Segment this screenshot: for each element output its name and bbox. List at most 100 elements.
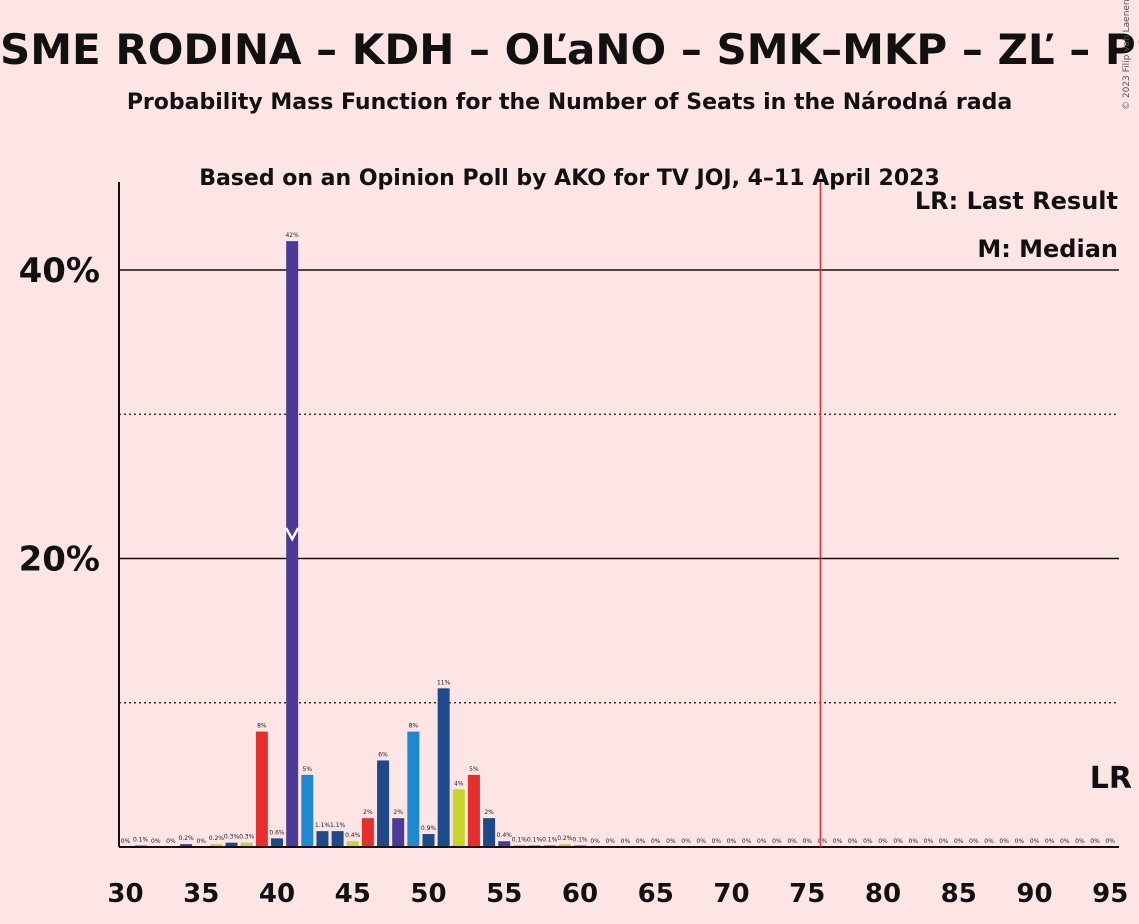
x-tick-label: 40 <box>259 879 295 909</box>
bar-value-label: 1.1% <box>315 822 331 829</box>
bar <box>240 842 253 847</box>
bar-value-label: 6% <box>378 751 388 758</box>
bar <box>271 838 283 847</box>
gridlines <box>119 269 1119 704</box>
bar-value-label: 5% <box>303 766 313 773</box>
bar <box>301 774 314 847</box>
bar <box>422 834 435 847</box>
x-tick-label: 55 <box>486 879 522 909</box>
axes <box>118 182 1119 848</box>
x-tick-label: 50 <box>410 879 446 909</box>
x-tick-label: 90 <box>1016 879 1052 909</box>
bar-value-label: 5% <box>469 766 479 773</box>
bar-value-label: 0% <box>606 838 616 845</box>
bar-value-label: 0% <box>984 838 994 845</box>
bar-value-label: 0% <box>727 838 737 845</box>
bar-value-label: 0% <box>878 838 888 845</box>
bars <box>134 241 586 847</box>
bar-value-label: 2% <box>393 809 403 816</box>
bar-value-label: 0% <box>121 838 131 845</box>
bar-value-labels: 0% 0.1% 0% 0% 0.2% 0% 0.2% 0.3% 0.3%8%0.6%42%5%1… <box>121 232 1116 845</box>
y-tick-label: 40% <box>19 251 100 291</box>
bar <box>180 844 193 847</box>
x-tick-labels: 30 35 40 45 50 55 60 65 70 75 80 85 90 95 <box>107 879 1128 909</box>
bar-value-label: 0% <box>1090 838 1100 845</box>
bar-value-label: 0% <box>1030 838 1040 845</box>
bar-value-label: 0% <box>909 838 919 845</box>
bar-value-label: 0% <box>924 838 934 845</box>
bar <box>392 818 405 847</box>
median-marker <box>285 527 300 542</box>
bar-value-label: 0% <box>151 838 161 845</box>
bar-value-label: 0% <box>696 838 706 845</box>
x-tick-label: 75 <box>789 879 825 909</box>
bar-value-label: 0.6% <box>269 829 285 836</box>
bar-value-label: 0.1% <box>133 837 149 844</box>
bar-value-label: 0.3% <box>239 834 255 841</box>
bar-value-label: 0.3% <box>224 834 240 841</box>
legend-last-result: LR: Last Result <box>915 187 1118 215</box>
bar-value-label: 0% <box>833 838 843 845</box>
legend-median: M: Median <box>977 235 1118 263</box>
bar-value-label: 0.1% <box>572 837 588 844</box>
bar-value-label: 1.1% <box>330 822 346 829</box>
x-tick-label: 80 <box>865 879 901 909</box>
bar-value-label: 0% <box>802 838 812 845</box>
bar <box>407 731 420 847</box>
bar-value-label: 0% <box>969 838 979 845</box>
bar-value-label: 0% <box>863 838 873 845</box>
bar-value-label: 0% <box>757 838 767 845</box>
bar-value-label: 2% <box>363 809 373 816</box>
bar-value-label: 0% <box>1015 838 1025 845</box>
bar-value-label: 0.2% <box>557 835 573 842</box>
x-tick-label: 45 <box>335 879 371 909</box>
bar-value-label: 0% <box>772 838 782 845</box>
bar-value-label: 0% <box>681 838 691 845</box>
bar-value-label: 0% <box>893 838 903 845</box>
bar-value-label: 0% <box>651 838 661 845</box>
bar <box>498 841 511 847</box>
x-tick-label: 30 <box>107 879 143 909</box>
chart-title: SME RODINA – KDH – OĽaNO – SMK–MKP – ZĽ … <box>0 25 1139 74</box>
bar-value-label: 0.4% <box>497 832 513 839</box>
bar <box>452 789 465 847</box>
bar-value-label: 0% <box>1075 838 1085 845</box>
bar-value-label: 42% <box>285 232 299 239</box>
bar-value-label: 0% <box>1060 838 1070 845</box>
x-tick-label: 35 <box>183 879 219 909</box>
bar-value-label: 0% <box>742 838 752 845</box>
bar-value-label: 0% <box>590 838 600 845</box>
x-tick-label: 85 <box>941 879 977 909</box>
bar-value-label: 0% <box>818 838 828 845</box>
bar-value-label: 0% <box>939 838 949 845</box>
bar <box>346 841 359 847</box>
bar-value-label: 0% <box>999 838 1009 845</box>
bar-value-label: 0% <box>636 838 646 845</box>
bar <box>316 831 329 847</box>
bar-value-label: 0% <box>1045 838 1055 845</box>
bar-value-label: 8% <box>257 723 267 730</box>
bar <box>558 844 571 847</box>
bar-value-label: 0% <box>166 838 176 845</box>
bar <box>437 688 450 847</box>
bar-value-label: 0.1% <box>512 837 528 844</box>
bar <box>331 831 344 847</box>
y-tick-label: 20% <box>19 540 100 580</box>
bar-value-label: 0.4% <box>345 832 361 839</box>
bar-value-label: 0.2% <box>178 835 194 842</box>
bar-value-label: 0% <box>1105 838 1115 845</box>
bar <box>377 760 390 847</box>
bar <box>361 818 374 847</box>
x-tick-label: 60 <box>562 879 598 909</box>
chart-source: Based on an Opinion Poll by AKO for TV J… <box>199 166 940 191</box>
bar-value-label: 4% <box>454 780 464 787</box>
bar-value-label: 0% <box>954 838 964 845</box>
bar <box>210 844 223 847</box>
x-tick-label: 65 <box>638 879 674 909</box>
bar <box>467 774 480 847</box>
bar-value-label: 0% <box>196 838 206 845</box>
bar <box>286 241 299 847</box>
last-result-marker-label: LR <box>1090 761 1132 796</box>
bar-value-label: 0.2% <box>209 835 225 842</box>
